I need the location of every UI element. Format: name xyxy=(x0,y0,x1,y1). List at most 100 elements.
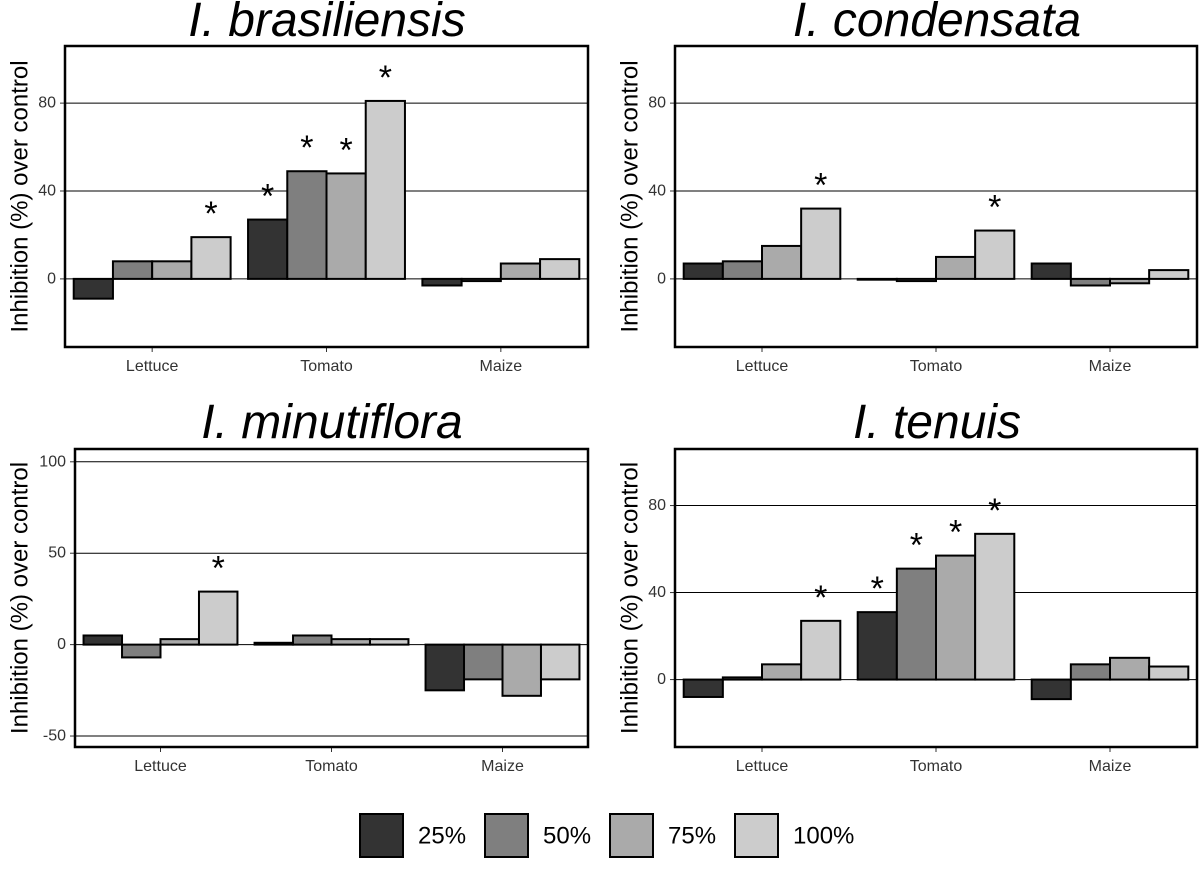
bar-tomato-100pct xyxy=(364,99,406,280)
x-tick-label: Tomato xyxy=(910,758,963,775)
bar-maize-75pct xyxy=(499,262,542,280)
bar-maize-100pct xyxy=(1148,665,1190,681)
y-tick-label: 0 xyxy=(657,270,666,287)
x-tick-label: Tomato xyxy=(305,758,358,775)
legend-key-75pct xyxy=(609,813,654,858)
bar-lettuce-25pct xyxy=(682,262,724,280)
bar-lettuce-75pct xyxy=(761,244,803,280)
panel-border xyxy=(63,44,590,349)
significance-asterisk: * xyxy=(814,579,827,617)
bar-tomato-25pct xyxy=(247,218,289,280)
legend-label: 25% xyxy=(418,823,466,850)
bar-lettuce-50pct xyxy=(111,260,154,280)
bar-maize-25pct xyxy=(421,277,463,287)
x-tick-label: Maize xyxy=(479,358,522,375)
bar-maize-100pct xyxy=(1148,269,1190,280)
bar-tomato-75pct xyxy=(935,255,977,280)
chart-panels: I. brasiliensis Inhibition (%) over contr… xyxy=(7,0,1199,775)
bar-tomato-50pct xyxy=(292,634,333,646)
bar-lettuce-50pct xyxy=(121,643,162,659)
bar-maize-25pct xyxy=(1030,262,1072,280)
y-tick-label: 40 xyxy=(648,183,666,200)
y-tick-label: 40 xyxy=(38,183,56,200)
y-axis-label: Inhibition (%) over control xyxy=(7,462,34,734)
chart-title: I. minutiflora xyxy=(201,396,462,449)
legend-label: 100% xyxy=(793,823,854,850)
chart-panel-condensata: I. condensata Inhibition (%) over control… xyxy=(617,0,1199,375)
significance-asterisk: * xyxy=(261,178,274,216)
bar-lettuce-100pct xyxy=(800,207,842,280)
bar-maize-75pct xyxy=(1109,656,1151,681)
bar-maize-25pct xyxy=(424,643,466,692)
legend-key-50pct xyxy=(484,813,529,858)
x-tick-label: Maize xyxy=(1089,758,1132,775)
chart-panel-brasiliensis: I. brasiliensis Inhibition (%) over contr… xyxy=(7,0,590,375)
x-tick-label: Tomato xyxy=(910,358,963,375)
bar-lettuce-75pct xyxy=(159,638,200,646)
y-tick-label: 40 xyxy=(648,584,666,601)
bar-maize-75pct xyxy=(1109,277,1151,285)
bar-tomato-75pct xyxy=(935,554,977,681)
legend-key-100pct xyxy=(734,813,779,858)
bar-lettuce-50pct xyxy=(721,676,763,681)
bar-maize-100pct xyxy=(539,643,581,681)
x-tick-label: Lettuce xyxy=(736,758,789,775)
significance-asterisk: * xyxy=(204,195,217,233)
bar-tomato-75pct xyxy=(330,638,371,646)
bar-maize-100pct xyxy=(539,258,581,280)
bar-lettuce-25pct xyxy=(682,678,724,698)
significance-asterisk: * xyxy=(379,59,392,97)
legend: 25% 50% 75% 100% xyxy=(359,813,854,858)
x-tick-label: Lettuce xyxy=(126,358,179,375)
bar-maize-50pct xyxy=(460,277,502,283)
x-tick-label: Maize xyxy=(481,758,524,775)
bar-tomato-50pct xyxy=(895,277,937,283)
bar-maize-50pct xyxy=(1069,277,1111,287)
bar-lettuce-75pct xyxy=(151,260,193,280)
y-tick-label: 80 xyxy=(648,95,666,112)
panel-border xyxy=(73,447,590,749)
bar-tomato-25pct xyxy=(856,611,898,681)
bar-tomato-100pct xyxy=(974,229,1016,280)
panel-border xyxy=(673,447,1199,749)
bar-lettuce-75pct xyxy=(761,663,803,681)
x-tick-label: Tomato xyxy=(300,358,353,375)
panel-border xyxy=(673,44,1199,349)
bar-tomato-100pct xyxy=(974,532,1016,681)
y-tick-label: 50 xyxy=(48,545,66,562)
y-tick-label: 0 xyxy=(47,270,56,287)
x-tick-label: Lettuce xyxy=(134,758,187,775)
x-tick-label: Lettuce xyxy=(736,358,789,375)
y-axis-label: Inhibition (%) over control xyxy=(617,60,644,332)
bar-tomato-25pct xyxy=(253,641,295,646)
chart-title: I. tenuis xyxy=(853,396,1021,449)
significance-asterisk: * xyxy=(910,527,923,565)
legend-label: 50% xyxy=(543,823,591,850)
chart-panel-minutiflora: I. minutiflora Inhibition (%) over contro… xyxy=(7,396,590,775)
y-axis-label: Inhibition (%) over control xyxy=(7,60,34,332)
y-tick-label: 80 xyxy=(648,497,666,514)
x-tick-label: Maize xyxy=(1089,358,1132,375)
significance-asterisk: * xyxy=(949,514,962,552)
bar-tomato-50pct xyxy=(895,567,937,681)
significance-asterisk: * xyxy=(871,570,884,608)
bar-lettuce-50pct xyxy=(721,260,763,280)
significance-asterisk: * xyxy=(300,129,313,167)
y-axis-label: Inhibition (%) over control xyxy=(617,462,644,734)
y-tick-label: 100 xyxy=(39,453,66,470)
bar-maize-50pct xyxy=(463,643,504,681)
bar-maize-75pct xyxy=(501,643,542,697)
chart-title: I. condensata xyxy=(793,0,1081,47)
y-tick-label: 80 xyxy=(38,95,56,112)
y-tick-label: 0 xyxy=(657,671,666,688)
significance-asterisk: * xyxy=(212,550,225,588)
bar-lettuce-100pct xyxy=(197,590,239,646)
significance-asterisk: * xyxy=(814,167,827,205)
significance-asterisk: * xyxy=(988,189,1001,227)
y-tick-label: -50 xyxy=(43,728,66,745)
legend-label: 75% xyxy=(668,823,716,850)
chart-panel-tenuis: I. tenuis Inhibition (%) over control 0 40 8… xyxy=(617,396,1199,775)
bar-tomato-25pct xyxy=(856,277,898,281)
bar-maize-25pct xyxy=(1030,678,1072,701)
